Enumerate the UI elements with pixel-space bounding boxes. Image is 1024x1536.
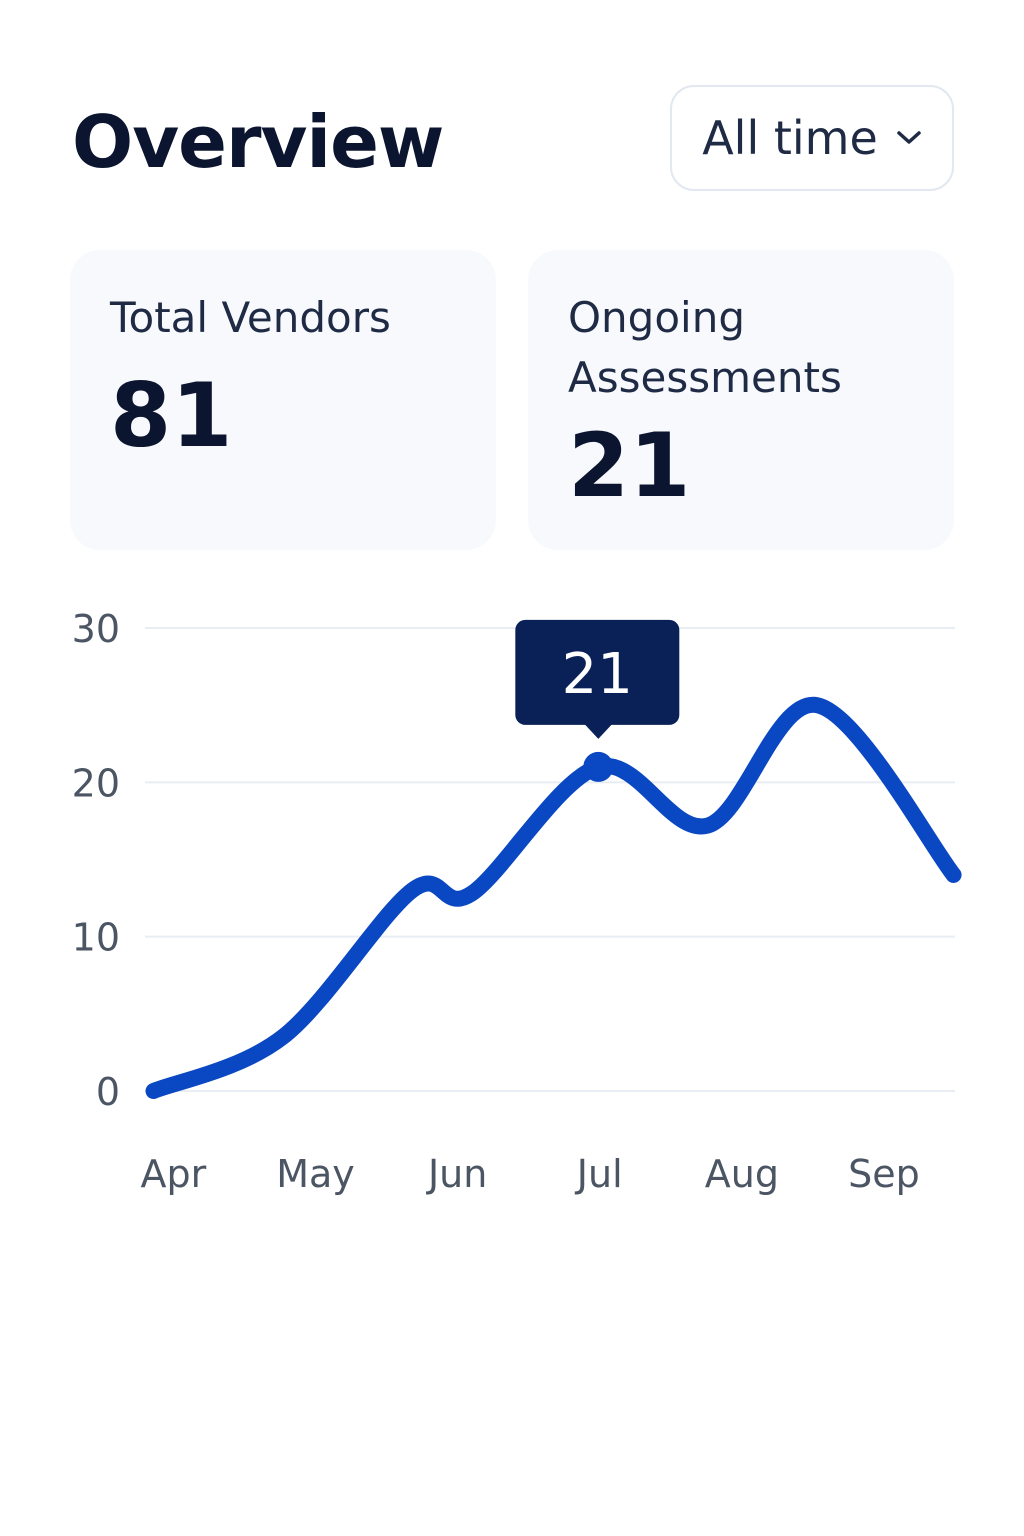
x-tick-label: Jul <box>575 1152 623 1196</box>
y-tick-label: 10 <box>72 916 120 960</box>
page-title: Overview <box>72 100 444 184</box>
tooltip-value: 21 <box>562 642 633 707</box>
stat-card: Total Vendors 81 <box>70 250 496 550</box>
x-tick-label: Aug <box>705 1152 779 1196</box>
tooltip <box>515 619 680 725</box>
y-tick-label: 30 <box>72 607 120 651</box>
stat-value: 81 <box>110 364 233 467</box>
y-tick-label: 20 <box>72 761 120 805</box>
stat-value: 21 <box>568 414 691 517</box>
x-tick-label: Jun <box>426 1152 487 1196</box>
x-tick-label: Apr <box>141 1152 207 1196</box>
x-tick-label: Sep <box>848 1152 920 1196</box>
line-series <box>145 697 962 1099</box>
tooltip-pointer <box>584 723 613 739</box>
filter-label: All time <box>702 111 878 165</box>
y-tick-label: 0 <box>96 1070 120 1114</box>
highlight-point <box>583 751 614 782</box>
stat-label: Ongoing Assessments <box>568 293 842 402</box>
time-filter[interactable]: All time <box>670 85 954 191</box>
stat-card: Ongoing Assessments 21 <box>528 250 954 550</box>
x-tick-label: May <box>276 1152 355 1196</box>
chevron-icon <box>897 131 921 144</box>
stat-label: Total Vendors <box>110 293 391 342</box>
